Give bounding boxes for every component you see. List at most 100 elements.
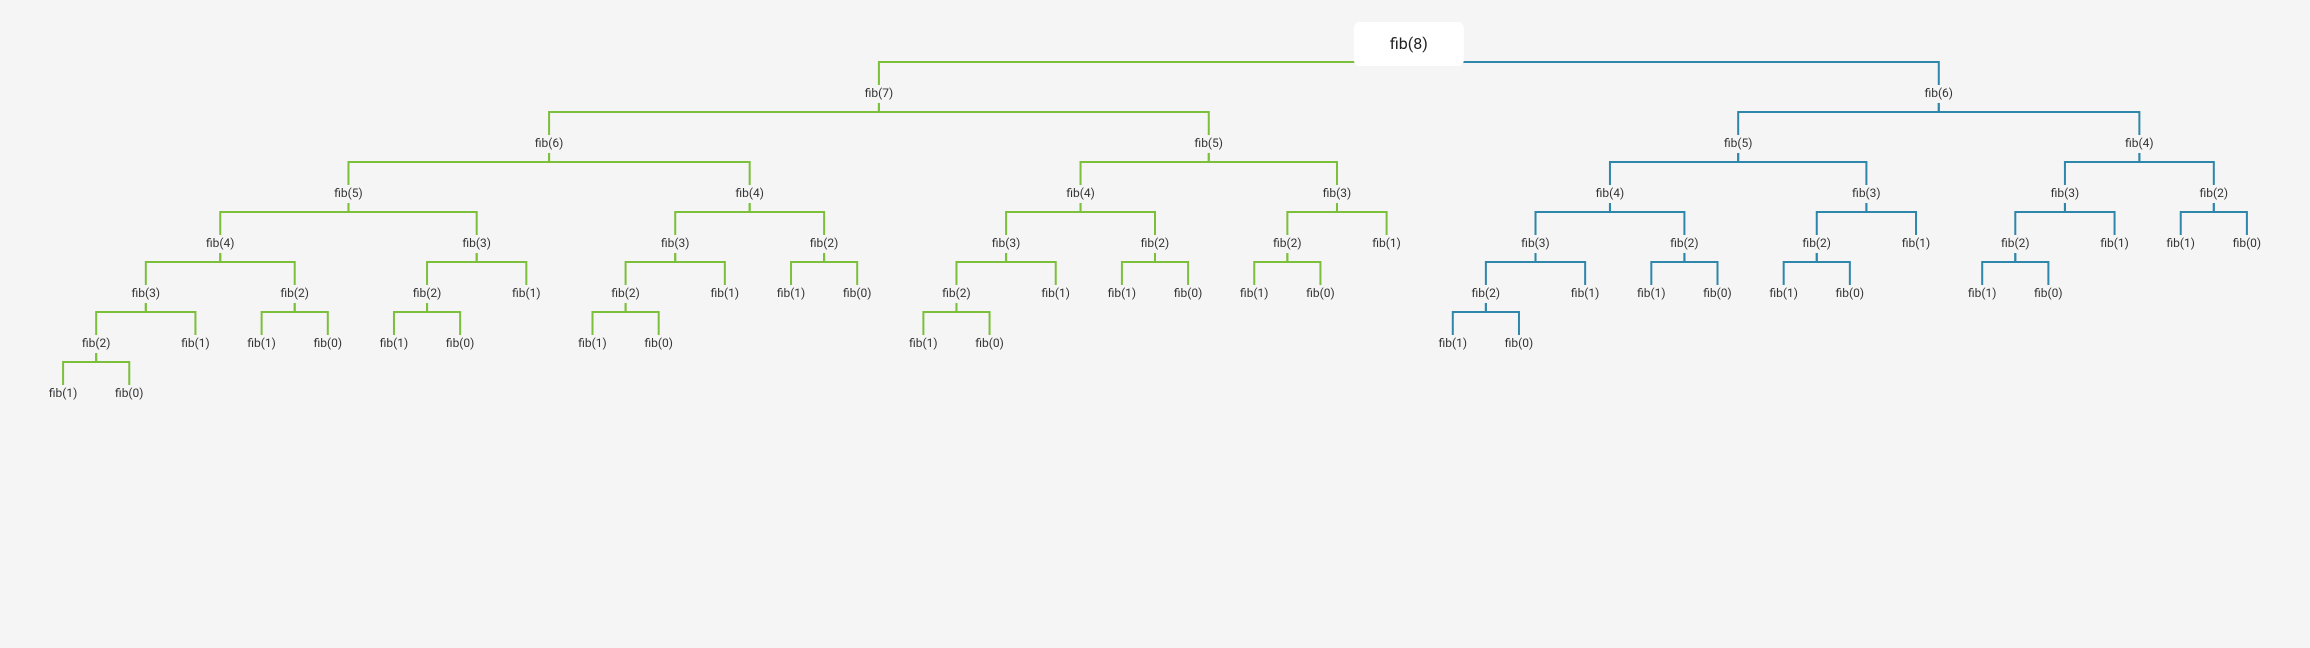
tree-edge [1337,203,1387,235]
tree-node-label: fib(0) [1306,286,1334,300]
tree-edge [824,253,857,285]
tree-node-label: fib(0) [115,386,143,400]
tree-node-label: fib(1) [247,336,275,350]
tree-node-label: fib(3) [2051,186,2079,200]
tree-edge [879,103,1209,135]
tree-edge [394,303,427,335]
tree-node-label: fib(5) [1195,136,1223,150]
tree-edge [549,103,879,135]
tree-edge [348,153,549,185]
tree-node-label: fib(1) [2167,236,2195,250]
tree-node-label: fib(3) [1323,186,1351,200]
tree-edge [1738,153,1866,185]
tree-edge [1982,253,2015,285]
tree-node-label: fib(0) [1836,286,1864,300]
tree-edge [1784,253,1817,285]
tree-edge [1817,203,1867,235]
tree-node-label: fib(1) [1968,286,1996,300]
tree-edge [1209,153,1337,185]
tree-node-label: fib(1) [1902,236,1930,250]
tree-node-label: fib(1) [1042,286,1070,300]
tree-node-label: fib(1) [1571,286,1599,300]
tree-node-label: fib(1) [1769,286,1797,300]
tree-edge [2015,253,2048,285]
tree-edge [1610,153,1738,185]
tree-edge [1409,53,1939,85]
tree-edge [879,53,1409,85]
tree-edge [1651,253,1684,285]
tree-edge [477,253,527,285]
tree-edge [96,303,146,335]
tree-edge [956,303,989,335]
tree-edge [675,203,749,235]
tree-node-label: fib(2) [611,286,639,300]
tree-node-label: fib(0) [1174,286,1202,300]
tree-edge [262,303,295,335]
tree-edge [549,153,750,185]
tree-edge [1486,253,1536,285]
tree-node-label: fib(1) [578,336,606,350]
tree-node-label: fib(4) [206,236,234,250]
tree-edge [295,303,328,335]
tree-node-label: fib(0) [1703,286,1731,300]
tree-edge [1939,103,2140,135]
tree-node-label: fib(0) [975,336,1003,350]
tree-edge [1081,203,1155,235]
tree-edge [146,253,220,285]
tree-edge [2065,153,2139,185]
tree-node-label: fib(1) [777,286,805,300]
tree-node-label: fib(1) [49,386,77,400]
tree-node-label: fib(3) [132,286,160,300]
tree-edge [427,253,477,285]
tree-node-label: fib(1) [1637,286,1665,300]
tree-node-label: fib(0) [644,336,672,350]
tree-edge [427,303,460,335]
tree-edge [348,203,476,235]
tree-node-label: fib(1) [2100,236,2128,250]
tree-node-label: fib(2) [1803,236,1831,250]
tree-edge [96,353,129,385]
tree-node-label: fib(2) [1273,236,1301,250]
tree-node-label: fib(1) [181,336,209,350]
tree-node-label: fib(1) [711,286,739,300]
tree-edge [791,253,824,285]
tree-edge [146,303,196,335]
tree-node-label: fib(0) [2034,286,2062,300]
tree-node-label: fib(1) [380,336,408,350]
tree-node-label: fib(0) [314,336,342,350]
tree-node-label: fib(2) [280,286,308,300]
tree-edge [1536,203,1610,235]
tree-node-label: fib(4) [735,186,763,200]
tree-edge [1536,253,1586,285]
tree-edge [1006,203,1080,235]
tree-node-label: fib(3) [462,236,490,250]
tree-edge [1486,303,1519,335]
tree-node-label: fib(4) [1066,186,1094,200]
tree-edge [220,253,294,285]
tree-node-label: fib(4) [1596,186,1624,200]
tree-node-label: fib(0) [843,286,871,300]
tree-node-label: fib(1) [909,336,937,350]
tree-node-label: fib(2) [810,236,838,250]
tree-node-label: fib(0) [2233,236,2261,250]
tree-edge [1738,103,1939,135]
tree-node-label: fib(7) [865,86,893,100]
tree-node-label: fib(2) [1670,236,1698,250]
tree-node-label: fib(2) [413,286,441,300]
tree-node-label: fib(2) [1141,236,1169,250]
tree-node-label: fib(5) [1724,136,1752,150]
tree-node-label: fib(2) [2200,186,2228,200]
tree-node-label: fib(2) [82,336,110,350]
tree-node-label: fib(1) [1372,236,1400,250]
tree-edge [2214,203,2247,235]
tree-node-label: fib(3) [661,236,689,250]
tree-node-label: fib(2) [942,286,970,300]
tree-node-label: fib(5) [334,186,362,200]
tree-edge [1610,203,1684,235]
tree-edge [1817,253,1850,285]
tree-edge [956,253,1006,285]
tree-node-label: fib(3) [1852,186,1880,200]
tree-edge [1287,253,1320,285]
tree-edge [1122,253,1155,285]
tree-node-label: fib(1) [1439,336,1467,350]
